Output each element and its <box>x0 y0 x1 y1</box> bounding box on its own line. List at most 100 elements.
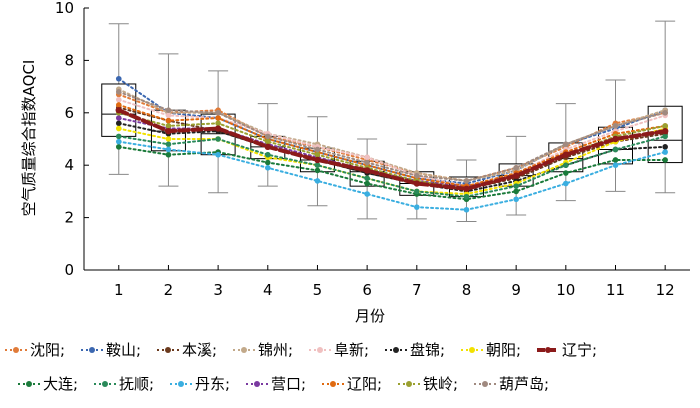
series-point <box>414 204 420 210</box>
legend-label: 锦州; <box>258 341 293 359</box>
series-point <box>165 146 172 153</box>
series-point <box>563 141 569 148</box>
legend-label: 辽阳; <box>347 375 382 393</box>
x-tick-label: 2 <box>164 281 174 299</box>
series-point <box>165 123 172 129</box>
series-point <box>513 183 519 189</box>
series-line <box>117 98 667 188</box>
x-tick-label: 9 <box>511 281 521 299</box>
series-point <box>115 144 122 150</box>
series-point <box>165 151 172 158</box>
series-point <box>165 136 172 142</box>
x-tick-label: 3 <box>213 281 223 299</box>
series-point <box>314 146 321 153</box>
series-point <box>314 178 321 184</box>
series-point <box>264 165 271 171</box>
legend-label: 葫芦岛; <box>499 375 549 393</box>
legend-marker <box>482 381 488 387</box>
x-axis-label: 月份 <box>355 307 385 325</box>
series-point <box>364 191 370 197</box>
legend-marker <box>165 347 171 353</box>
x-tick-label: 1 <box>114 281 124 299</box>
x-tick-label: 8 <box>462 281 472 299</box>
series-point <box>215 151 221 158</box>
series-point <box>115 133 122 140</box>
legend-label: 沈阳; <box>30 341 65 359</box>
series-point <box>563 162 569 168</box>
series-point <box>314 151 321 158</box>
series-point <box>264 151 271 158</box>
series-point <box>662 157 668 163</box>
series-point <box>513 165 519 171</box>
series-point <box>662 110 668 116</box>
series-point <box>363 167 371 174</box>
legend-label: 大连; <box>43 375 78 393</box>
series-line <box>116 108 668 191</box>
series-point <box>364 180 370 187</box>
y-tick-label: 0 <box>64 261 74 279</box>
series-point <box>364 154 370 161</box>
legend-marker <box>89 347 95 353</box>
x-tick-label: 10 <box>556 281 575 299</box>
series-point <box>513 188 519 195</box>
y-tick-label: 2 <box>64 209 74 227</box>
series-point <box>612 157 619 163</box>
series-point <box>612 162 619 168</box>
legend-label: 朝阳; <box>486 341 521 359</box>
series-point <box>563 170 569 176</box>
legend-marker <box>102 381 108 387</box>
legend-label: 本溪; <box>182 341 217 359</box>
series-point <box>165 141 172 148</box>
x-tick-label: 4 <box>263 281 273 299</box>
x-tick-label: 5 <box>313 281 323 299</box>
series-point <box>463 178 470 184</box>
series-point <box>115 89 122 95</box>
legend-marker <box>241 347 247 353</box>
series-point <box>115 120 122 127</box>
series-point <box>115 115 122 121</box>
legend-marker <box>469 347 475 353</box>
series-point <box>214 125 222 132</box>
series-point <box>414 188 420 195</box>
series-point <box>314 156 321 164</box>
y-tick-label: 10 <box>55 0 74 17</box>
series-line <box>117 90 667 182</box>
series-point <box>662 149 668 155</box>
legend-marker <box>393 347 399 353</box>
series-point <box>612 146 619 153</box>
legend: 沈阳; 鞍山; 本溪; 锦州; 阜新; 盘锦; 朝阳; 辽宁; 大连; 抚顺; 丹东; 营口; 辽阳; 铁… <box>5 341 597 393</box>
series-point <box>463 206 470 213</box>
series-point <box>364 175 370 182</box>
x-tick-label: 6 <box>362 281 372 299</box>
y-axis-label: 空气质量综合指数AQCI <box>20 60 38 217</box>
series-point <box>662 144 668 150</box>
series-point <box>662 133 668 140</box>
series-point <box>414 172 420 179</box>
legend-label: 丹东; <box>195 375 230 393</box>
series-point <box>264 143 271 151</box>
series-line <box>117 145 667 201</box>
plot-area <box>101 20 683 223</box>
series-point <box>661 127 669 135</box>
series-point <box>115 106 122 114</box>
series-point <box>662 123 668 129</box>
x-tick-label: 12 <box>656 281 675 299</box>
legend-marker <box>13 347 19 353</box>
legend-label: 鞍山; <box>106 341 141 359</box>
series-point <box>314 162 321 168</box>
series-point <box>512 172 520 179</box>
series-point <box>165 117 172 124</box>
series-point <box>563 180 569 187</box>
series-point <box>314 167 321 174</box>
series-point <box>115 138 122 145</box>
series-point <box>165 112 172 119</box>
series-line <box>117 140 667 211</box>
legend-label: 营口; <box>271 375 306 393</box>
series-point <box>562 151 570 158</box>
series-point <box>364 159 370 166</box>
legend-marker <box>254 381 260 387</box>
series-point <box>165 107 172 113</box>
series-point <box>165 127 172 135</box>
